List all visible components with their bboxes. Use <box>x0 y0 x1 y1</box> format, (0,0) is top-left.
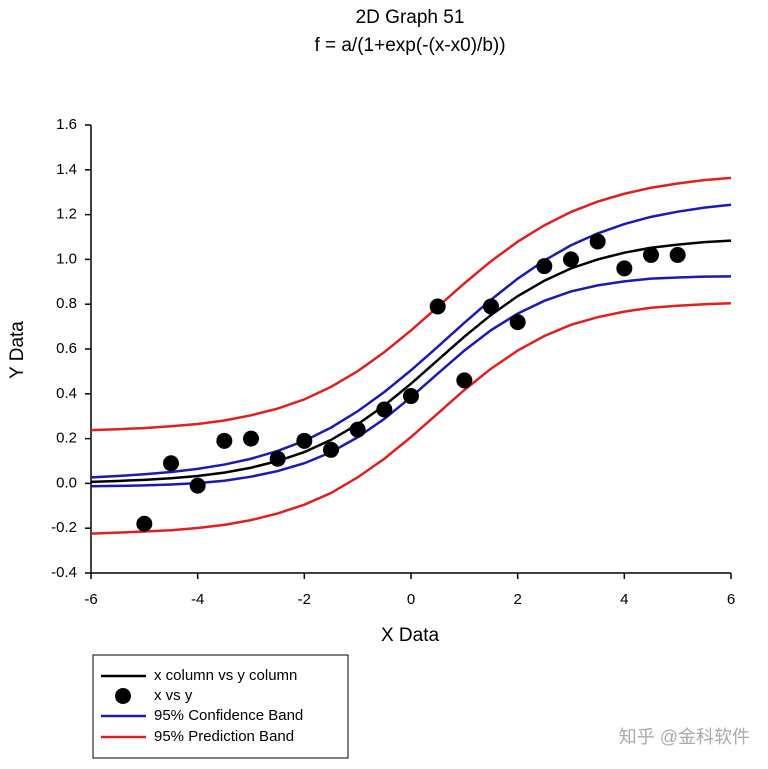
legend-swatch <box>115 688 131 704</box>
x-tick-label: -4 <box>191 591 204 608</box>
chart-subtitle: f = a/(1+exp(-(x-x0)/b)) <box>314 35 505 56</box>
legend-label: x vs y <box>154 687 193 704</box>
y-tick-label: 1.2 <box>56 206 77 223</box>
data-point <box>669 246 686 263</box>
fit-line <box>90 239 732 484</box>
legend-box <box>92 654 349 759</box>
band-lower <box>90 302 732 535</box>
y-tick-label: 0.6 <box>56 340 77 357</box>
data-point <box>163 455 179 472</box>
data-point <box>376 401 393 418</box>
legend-label: 95% Prediction Band <box>154 728 294 745</box>
data-point <box>189 477 206 494</box>
data-point <box>483 298 499 315</box>
y-tick-label: 0.8 <box>56 295 77 312</box>
data-point <box>403 388 419 405</box>
x-tick-label: 4 <box>620 591 628 608</box>
y-tick-label: 0.2 <box>56 430 77 447</box>
y-tick-label: 1.0 <box>56 250 77 267</box>
data-point <box>589 233 606 250</box>
data-point <box>643 246 659 263</box>
data-point <box>429 298 446 315</box>
data-point <box>323 441 339 458</box>
chart-title: 2D Graph 51 <box>356 7 465 28</box>
data-point <box>296 432 313 449</box>
data-point <box>243 430 259 447</box>
x-tick-label: -6 <box>84 591 97 608</box>
data-point <box>509 314 526 331</box>
legend-label: 95% Confidence Band <box>154 707 303 724</box>
x-tick-label: -2 <box>298 591 311 608</box>
data-point <box>616 260 633 277</box>
x-axis-label: X Data <box>381 625 440 646</box>
data-point <box>456 372 473 389</box>
data-point <box>563 251 579 268</box>
x-tick-label: 2 <box>513 591 521 608</box>
data-point <box>136 515 153 532</box>
band-upper <box>90 176 732 432</box>
y-tick-label: -0.4 <box>51 564 77 581</box>
data-point <box>349 421 366 438</box>
x-tick-label: 6 <box>727 591 735 608</box>
y-tick-label: 0.4 <box>56 385 77 402</box>
legend-label: x column vs y column <box>154 667 297 684</box>
x-tick-label: 0 <box>407 591 415 608</box>
watermark: 知乎 @金科软件 <box>619 727 750 747</box>
y-tick-label: 1.6 <box>56 116 77 133</box>
y-tick-label: 0.0 <box>56 474 77 491</box>
y-tick-label: 1.4 <box>56 161 77 178</box>
data-point <box>216 432 233 449</box>
band-upper <box>90 203 732 479</box>
y-axis-label: Y Data <box>7 321 28 379</box>
data-point <box>536 258 553 275</box>
data-point <box>269 450 286 467</box>
band-lower <box>90 275 732 488</box>
y-tick-label: -0.2 <box>51 519 77 536</box>
